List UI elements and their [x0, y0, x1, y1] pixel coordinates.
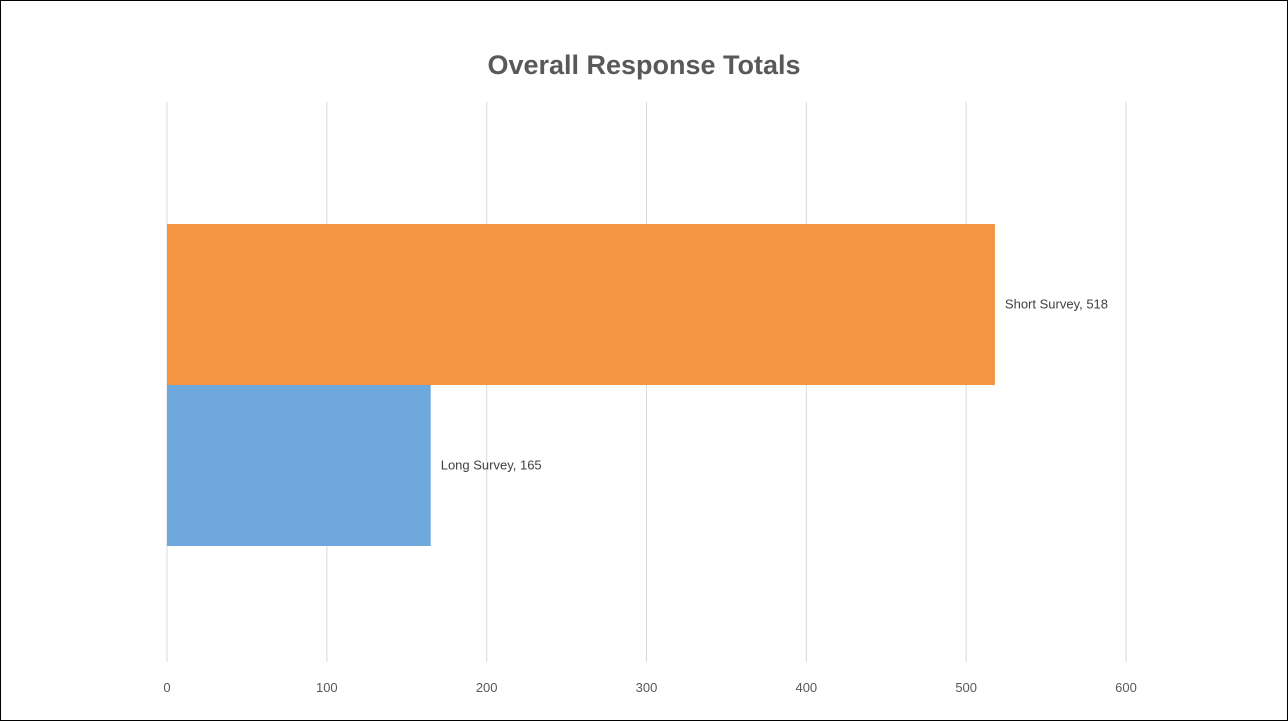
x-tick-label: 500: [955, 680, 977, 695]
bar-long-survey: [167, 385, 431, 546]
x-tick-label: 100: [316, 680, 338, 695]
x-tick-label: 600: [1115, 680, 1137, 695]
x-tick-label: 200: [476, 680, 498, 695]
data-label: Short Survey, 518: [1005, 297, 1108, 312]
bars: [167, 224, 995, 546]
data-label: Long Survey, 165: [441, 458, 542, 473]
x-tick-label: 300: [636, 680, 658, 695]
x-tick-label: 400: [795, 680, 817, 695]
data-labels: Long Survey, 165 Short Survey, 518: [441, 297, 1108, 473]
x-tick-label: 0: [163, 680, 170, 695]
bar-short-survey: [167, 224, 995, 385]
chart-title: Overall Response Totals: [487, 50, 801, 80]
x-tick-labels: 0 100 200 300 400 500 600: [163, 680, 1136, 695]
